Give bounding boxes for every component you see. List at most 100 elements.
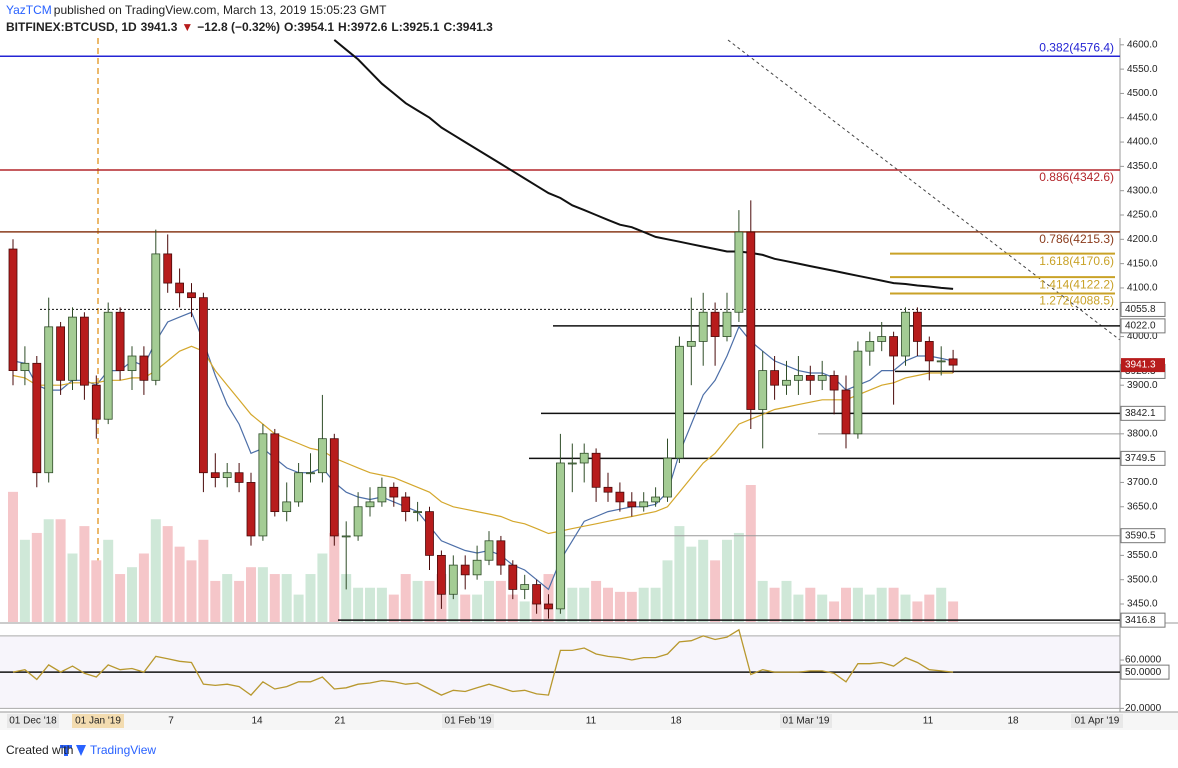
levels-layer: 0.382(4576.4) 0.886(4342.6) 0.786(4215.3) 1… (0, 40, 1120, 621)
candle-body (889, 336, 898, 357)
candle-body (175, 282, 185, 294)
volume-bar (507, 594, 518, 622)
volume-bar (686, 546, 697, 622)
candle-body (686, 341, 696, 347)
candle-body (436, 554, 446, 595)
volume-bar (519, 601, 530, 622)
level-box (1120, 528, 1166, 544)
candle-body (746, 231, 756, 410)
volume-bar (817, 594, 828, 622)
volume-bar (495, 580, 506, 622)
volume-bar (269, 574, 280, 622)
candle-body (139, 355, 149, 381)
candle-body (187, 292, 196, 299)
x-label-box (72, 714, 124, 728)
level-label: 3842.1 (1125, 408, 1156, 419)
volume-bar (674, 526, 685, 622)
x-tick-label: 18 (1007, 716, 1019, 727)
level-box (1120, 318, 1166, 334)
trend-line (727, 39, 1121, 341)
x-tick-label: 14 (251, 716, 263, 727)
candle-body (32, 362, 42, 474)
candle-body (520, 584, 530, 590)
x-label-box (7, 714, 59, 728)
volume-bar (8, 491, 18, 622)
volume-bar (234, 580, 245, 622)
y-tick-label: 3800.0 (1127, 428, 1158, 439)
candle-body (151, 253, 161, 381)
candle-body (377, 486, 387, 503)
volume-bar (603, 587, 613, 622)
candle-body (127, 355, 137, 372)
candle-body (853, 350, 863, 435)
change: −12.8 (−0.32%) (197, 20, 280, 34)
author[interactable]: YazTCM (6, 3, 52, 17)
volume-bar (138, 553, 149, 622)
volume-bar (329, 532, 340, 622)
volume-bar (924, 594, 935, 622)
candle-body (496, 540, 506, 566)
volume-bar (257, 567, 268, 622)
candle-body (948, 358, 958, 366)
volume-bar (876, 587, 887, 622)
y-tick-label: 4100.0 (1127, 283, 1158, 294)
volume-bar (793, 594, 804, 622)
header-line-1: YazTCM published on TradingView.com, Marc… (6, 3, 390, 17)
volume-bar (710, 560, 721, 622)
volume-bar (769, 587, 780, 622)
volume-bar (55, 519, 66, 622)
y-tick-label: 3500.0 (1127, 574, 1158, 585)
y-tick-label: 4200.0 (1127, 234, 1158, 245)
candle-body (68, 316, 77, 381)
candle-body (579, 452, 589, 464)
footer-text: Created with (6, 743, 73, 757)
volume-bar (67, 553, 78, 622)
candle-layer (8, 200, 958, 619)
footer-brand[interactable]: TradingView (90, 743, 156, 757)
candle-body (782, 379, 791, 386)
volume-bar (650, 587, 661, 622)
volume-bar (186, 560, 197, 622)
x-tick-label: 21 (334, 716, 346, 727)
volume-bar (614, 591, 625, 622)
candle-body (639, 501, 649, 508)
x-tick-label: 11 (586, 716, 597, 727)
candle-body (222, 472, 232, 478)
candle-body (103, 311, 113, 420)
volume-layer (8, 485, 959, 622)
volume-bar (31, 532, 42, 622)
x-tick-label: 01 Apr '19 (1075, 716, 1120, 727)
volume-bar (841, 587, 851, 622)
fib-label: 0.382(4576.4) (1039, 40, 1114, 54)
y-tick-label: 3450.0 (1127, 599, 1158, 610)
x-tick-label: 01 Mar '19 (783, 716, 830, 727)
last-price-label: 3941.3 (1125, 360, 1156, 371)
candle-body (365, 501, 375, 508)
candle-body (913, 311, 922, 342)
arrow: ▼ (181, 20, 194, 34)
candle-body (163, 253, 173, 284)
x-tick-label: 01 Jan '19 (75, 716, 121, 727)
candle-body (698, 311, 708, 342)
volume-bar (948, 601, 959, 622)
volume-bar (733, 532, 744, 622)
volume-bar (210, 580, 221, 622)
fib-label: 0.786(4215.3) (1039, 232, 1114, 246)
y-tick-label: 3900.0 (1127, 380, 1158, 391)
volume-bar (293, 594, 304, 622)
candle-body (734, 231, 744, 313)
candle-body (20, 362, 30, 372)
candle-body (448, 564, 458, 595)
volume-bar (412, 580, 423, 622)
volume-bar (484, 580, 494, 622)
volume-bar (198, 539, 209, 622)
candle-body (91, 384, 101, 420)
candle-body (115, 311, 125, 372)
volume-bar (341, 574, 352, 622)
volume-bar (174, 546, 185, 622)
volume-bar (150, 519, 161, 622)
ma-line (12, 345, 954, 535)
ohlc: L:3925.1 (391, 20, 440, 34)
